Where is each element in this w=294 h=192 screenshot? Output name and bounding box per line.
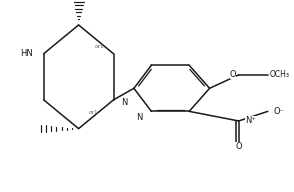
Text: N⁺: N⁺: [245, 117, 256, 125]
Text: HN: HN: [20, 49, 33, 58]
Text: OCH₃: OCH₃: [269, 70, 289, 79]
Text: O: O: [235, 142, 242, 151]
Text: or1: or1: [94, 44, 104, 49]
Text: or1: or1: [88, 110, 98, 115]
Text: N: N: [136, 113, 143, 122]
Text: O⁻: O⁻: [273, 107, 284, 116]
Text: O: O: [230, 70, 236, 79]
Text: N: N: [121, 98, 127, 107]
